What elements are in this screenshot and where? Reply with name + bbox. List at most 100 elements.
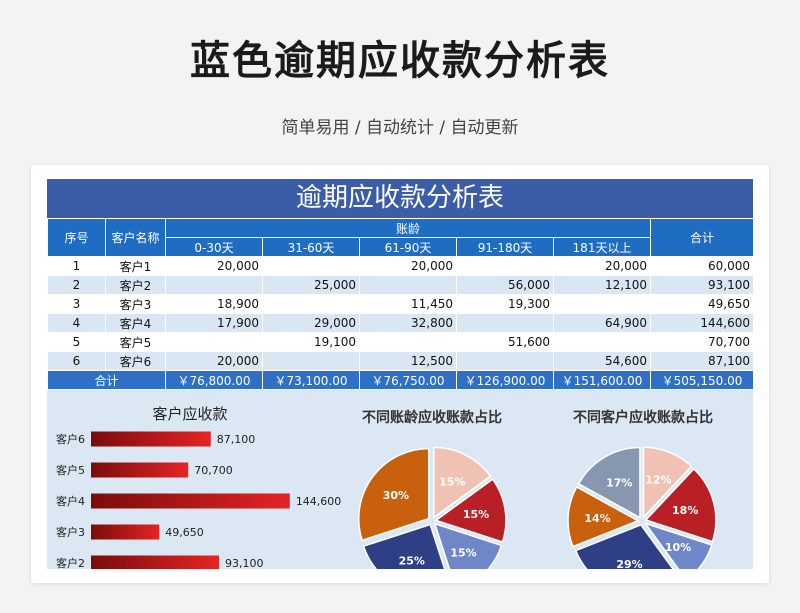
cell-value: 56,000 bbox=[456, 275, 554, 295]
header-bucket: 91-180天 bbox=[456, 237, 554, 257]
total-row: 合计 ￥76,800.00 ￥73,100.00 ￥76,750.00 ￥126… bbox=[47, 370, 753, 390]
pie-slice-label: 29% bbox=[616, 558, 642, 569]
grand-total: ￥505,150.00 bbox=[650, 370, 753, 390]
pie-slice-label: 14% bbox=[584, 512, 610, 525]
header-bucket: 181天以上 bbox=[553, 237, 651, 257]
header-bucket: 0-30天 bbox=[165, 237, 263, 257]
pie-slice-label: 12% bbox=[645, 474, 671, 487]
pie-chart-customer: 12% 18% 10% 29% 14% 17% bbox=[567, 446, 717, 569]
table-row: 4 客户4 17,900 29,000 32,800 64,900 144,60… bbox=[47, 313, 753, 333]
pie-chart-aging: 15% 15% 15% 25% 30% bbox=[358, 446, 507, 569]
table-row: 5 客户5 19,100 51,600 70,700 bbox=[47, 332, 753, 352]
pie-slice bbox=[643, 521, 713, 569]
header-total: 合计 bbox=[650, 218, 753, 257]
cell-value: 54,600 bbox=[553, 351, 651, 371]
pie-slice-label: 18% bbox=[672, 504, 698, 517]
cell-value: 12,100 bbox=[553, 275, 651, 295]
cell-value: 11,450 bbox=[359, 294, 457, 314]
bar-value-label: 144,600 bbox=[296, 495, 342, 508]
bar-category-label: 客户6 bbox=[56, 432, 85, 446]
bar-category-label: 客户2 bbox=[56, 556, 85, 569]
bar bbox=[91, 493, 290, 509]
pie-slice bbox=[574, 523, 674, 569]
cell-value bbox=[262, 294, 360, 314]
header-bucket: 31-60天 bbox=[262, 237, 360, 257]
cell-total: 87,100 bbox=[650, 351, 753, 371]
pie-slice-label: 30% bbox=[383, 489, 409, 502]
pie-chart-title-customer: 不同客户应收账款占比 bbox=[573, 410, 713, 426]
cell-seq: 1 bbox=[47, 256, 106, 276]
aging-table: 序号 客户名称 账龄 合计 0-30天 31-60天 61-90天 91-180… bbox=[47, 218, 753, 390]
pie-slice bbox=[433, 446, 492, 519]
table-row: 1 客户1 20,000 20,000 20,000 60,000 bbox=[47, 256, 753, 276]
cell-value: 20,000 bbox=[359, 256, 457, 276]
total-value: ￥126,900.00 bbox=[456, 370, 554, 390]
cell-value bbox=[262, 256, 360, 276]
cell-value bbox=[359, 332, 457, 352]
bar-category-label: 客户4 bbox=[56, 494, 85, 508]
total-value: ￥76,750.00 bbox=[359, 370, 457, 390]
bar bbox=[91, 462, 189, 478]
page-title: 蓝色逾期应收款分析表 bbox=[190, 38, 610, 84]
cell-value bbox=[359, 275, 457, 295]
cell-value bbox=[262, 351, 360, 371]
bar-value-label: 49,650 bbox=[165, 526, 204, 539]
cell-name: 客户6 bbox=[105, 351, 166, 371]
cell-seq: 2 bbox=[47, 275, 106, 295]
cell-value bbox=[456, 313, 554, 333]
bar bbox=[91, 431, 211, 447]
pie-slice-label: 25% bbox=[399, 555, 425, 568]
cell-value: 25,000 bbox=[262, 275, 360, 295]
pie-slice-label: 15% bbox=[439, 475, 465, 488]
pie-slice bbox=[577, 446, 641, 519]
cell-seq: 5 bbox=[47, 332, 106, 352]
pie-slice-label: 17% bbox=[606, 477, 632, 490]
cell-value bbox=[553, 332, 651, 352]
cell-value bbox=[165, 275, 263, 295]
cell-value: 18,900 bbox=[165, 294, 263, 314]
cell-value: 20,000 bbox=[165, 256, 263, 276]
pie-slice bbox=[433, 522, 503, 569]
cell-value: 17,900 bbox=[165, 313, 263, 333]
cell-value bbox=[553, 294, 651, 314]
table-row: 2 客户2 25,000 56,000 12,100 93,100 bbox=[47, 275, 753, 295]
pie-slice bbox=[434, 478, 507, 543]
cell-total: 60,000 bbox=[650, 256, 753, 276]
header-aging: 账龄 bbox=[165, 218, 651, 238]
table-row: 3 客户3 18,900 11,450 19,300 49,650 bbox=[47, 294, 753, 314]
cell-value: 20,000 bbox=[165, 351, 263, 371]
cell-seq: 4 bbox=[47, 313, 106, 333]
cell-seq: 6 bbox=[47, 351, 106, 371]
cell-value bbox=[456, 256, 554, 276]
cell-value: 12,500 bbox=[359, 351, 457, 371]
header-seq: 序号 bbox=[47, 218, 106, 257]
pie-chart-title-aging: 不同账龄应收账款占比 bbox=[362, 410, 502, 426]
cell-total: 93,100 bbox=[650, 275, 753, 295]
cell-name: 客户2 bbox=[105, 275, 166, 295]
sheet-title: 逾期应收款分析表 bbox=[47, 179, 753, 218]
bar-category-label: 客户3 bbox=[56, 525, 85, 539]
header-customer: 客户名称 bbox=[105, 218, 166, 257]
cell-value bbox=[165, 332, 263, 352]
page-subtitle: 简单易用 / 自动统计 / 自动更新 bbox=[281, 118, 519, 138]
cell-value: 29,000 bbox=[262, 313, 360, 333]
total-value: ￥151,600.00 bbox=[553, 370, 651, 390]
charts-area: 客户应收款 客户6 87,100 客户5 70,700 客户4 144,600 客户3 49,… bbox=[47, 391, 753, 569]
cell-value: 20,000 bbox=[553, 256, 651, 276]
pie-slice bbox=[567, 486, 640, 548]
bar-value-label: 70,700 bbox=[194, 464, 233, 477]
cell-total: 49,650 bbox=[650, 294, 753, 314]
header-bucket: 61-90天 bbox=[359, 237, 457, 257]
pie-slice-label: 15% bbox=[463, 508, 489, 521]
cell-value: 51,600 bbox=[456, 332, 554, 352]
cell-value: 64,900 bbox=[553, 313, 651, 333]
cell-name: 客户1 bbox=[105, 256, 166, 276]
cell-value: 32,800 bbox=[359, 313, 457, 333]
bar-category-label: 客户5 bbox=[56, 463, 85, 477]
pie-slice bbox=[642, 446, 693, 520]
total-label: 合计 bbox=[47, 370, 166, 390]
preview-card: 逾期应收款分析表 序号 客户名称 账龄 合计 0-30天 31-60天 61-9… bbox=[31, 165, 769, 583]
pie-slice-label: 15% bbox=[450, 547, 476, 560]
total-value: ￥73,100.00 bbox=[262, 370, 360, 390]
table-row: 6 客户6 20,000 12,500 54,600 87,100 bbox=[47, 351, 753, 371]
